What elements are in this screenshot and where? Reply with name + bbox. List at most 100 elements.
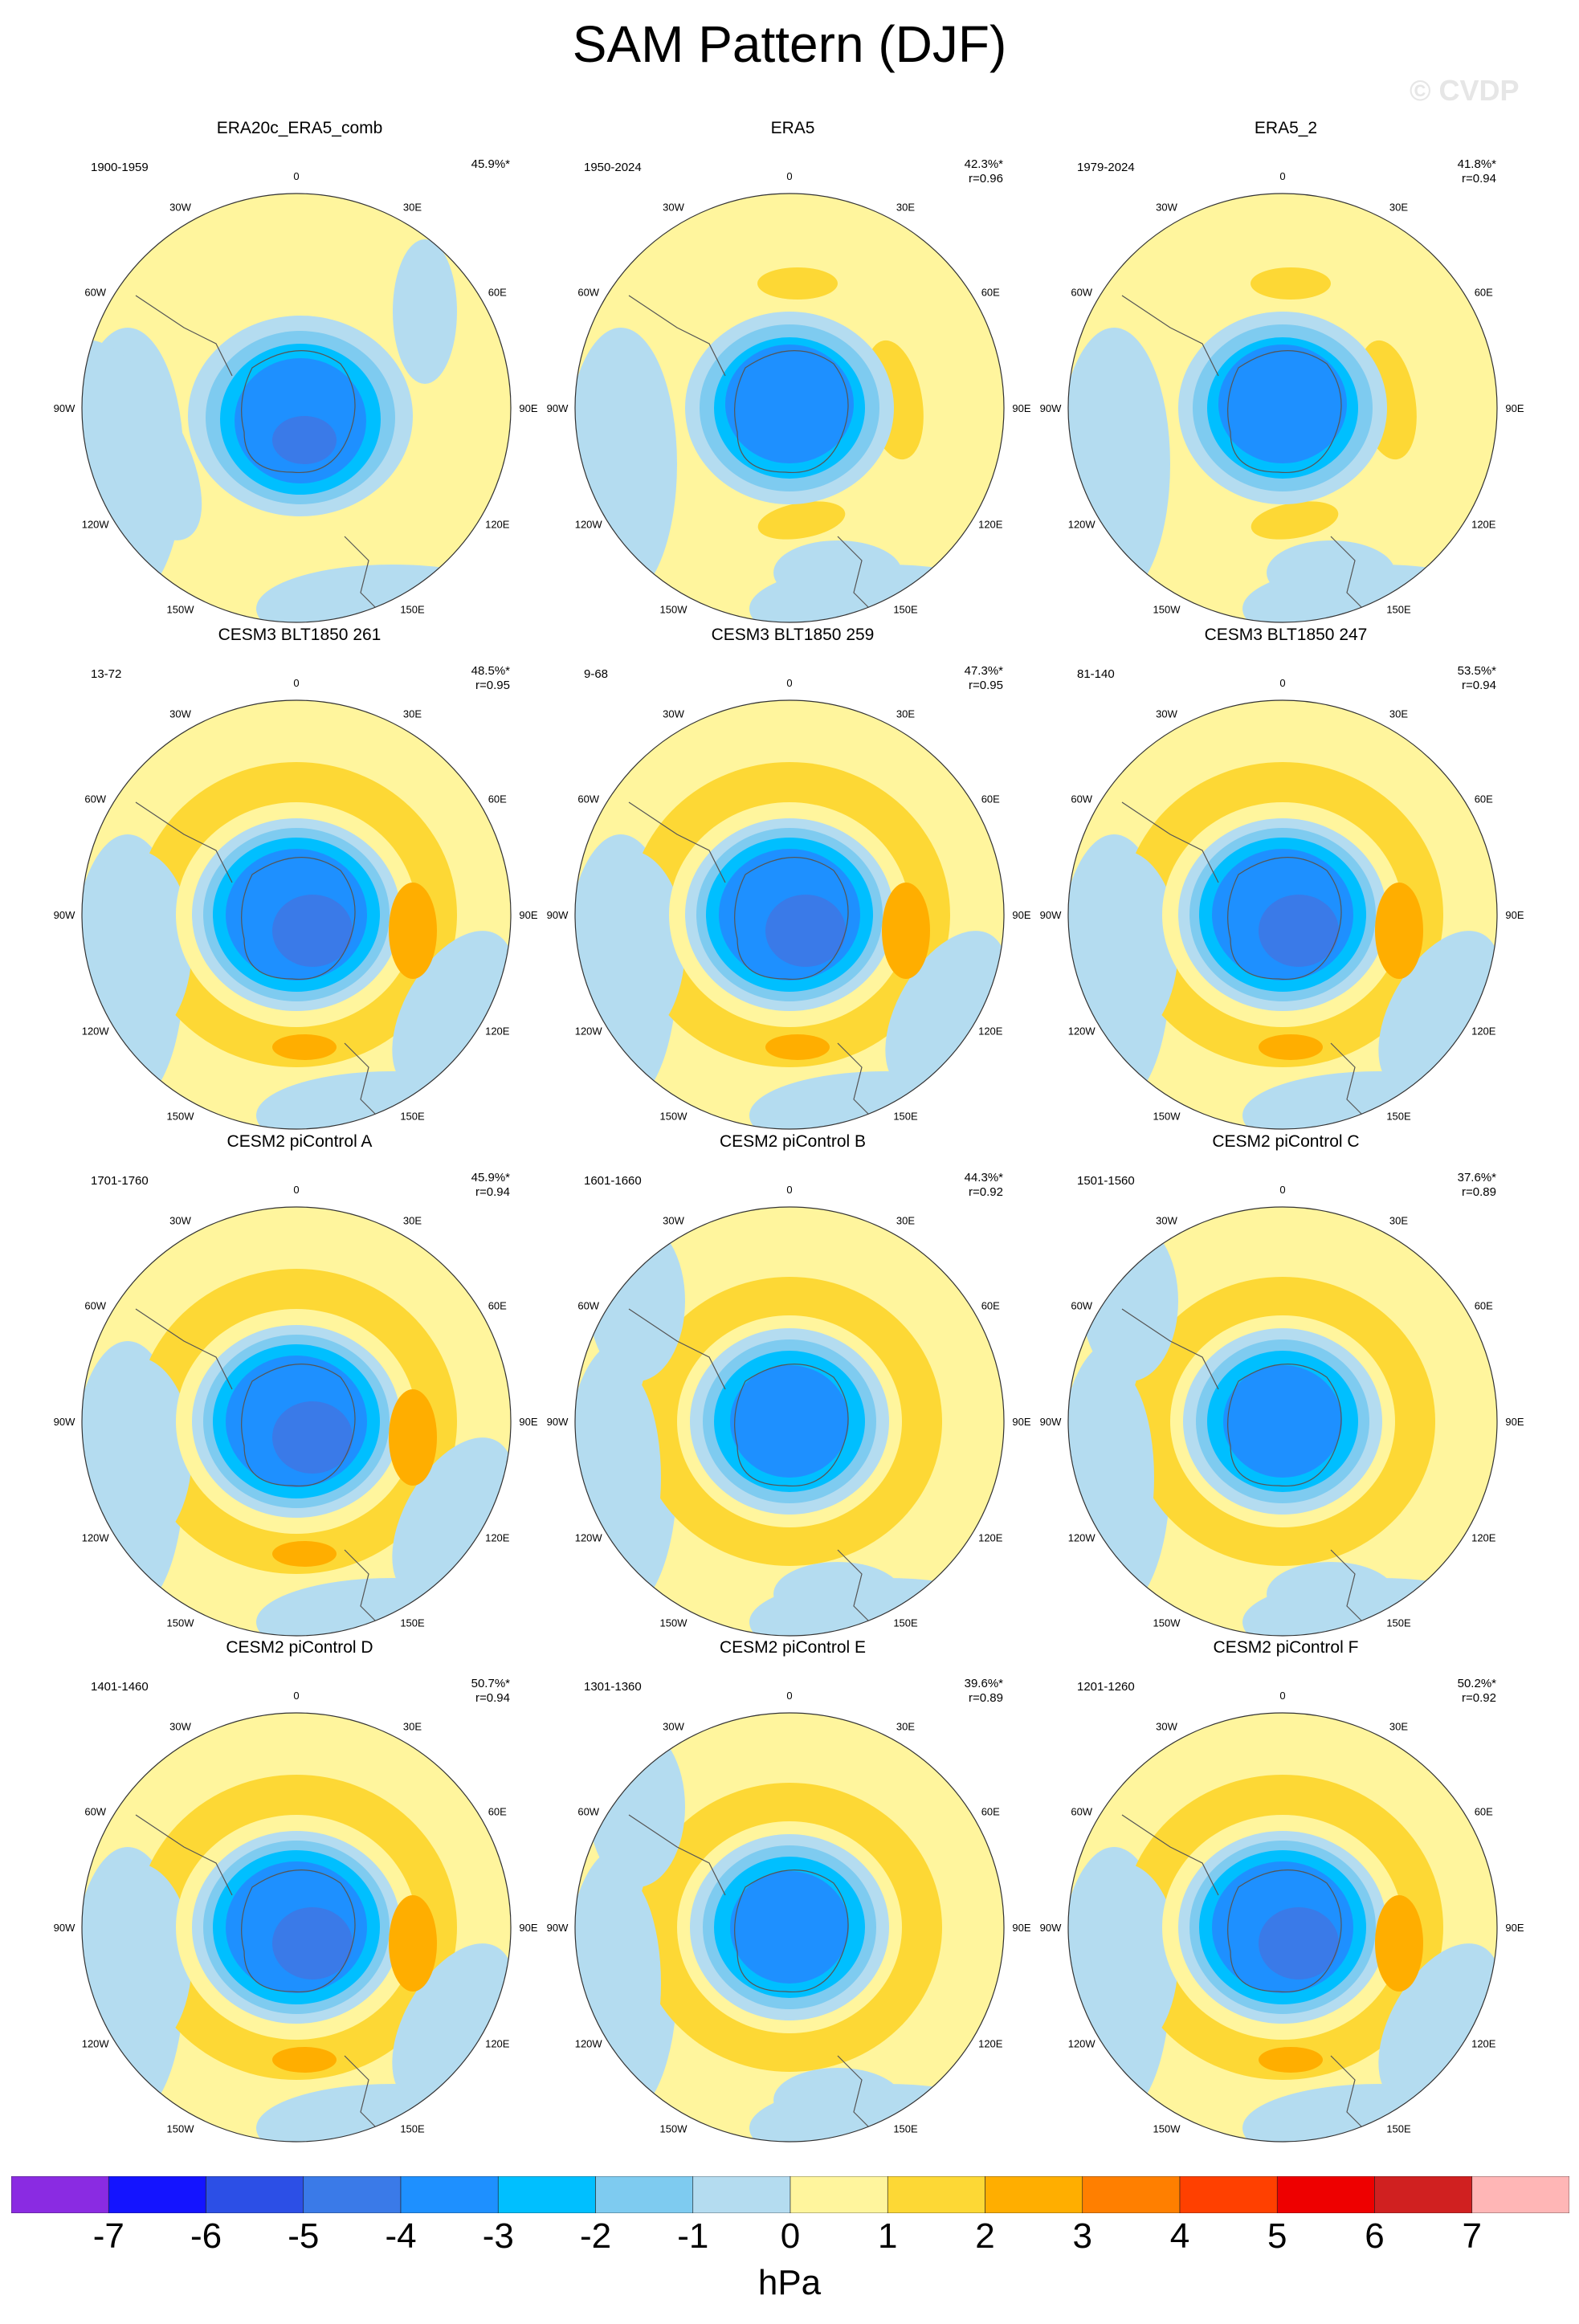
contour-region (1259, 1034, 1323, 1060)
longitude-label: 60E (1475, 1806, 1493, 1818)
longitude-label: 150W (660, 1110, 688, 1122)
years-label: 9-68 (584, 667, 609, 681)
panel-title: CESM2 piControl C (1212, 1132, 1360, 1151)
colorbar-swatch (1471, 2176, 1569, 2213)
longitude-label: 150W (660, 1617, 688, 1629)
longitude-label: 0 (1279, 170, 1285, 182)
longitude-label: 150E (1386, 1110, 1411, 1122)
contour-region (1082, 1221, 1178, 1381)
map-boundary (574, 699, 1005, 1130)
map-boundary (1067, 1206, 1498, 1637)
colorbar-swatch (206, 2176, 304, 2213)
longitude-label: 60E (981, 1300, 1000, 1312)
map-panel: CESM2 piControl B030E60E90E120E150E18015… (544, 1132, 1042, 1638)
colorbar-tick-label: -1 (677, 2216, 709, 2256)
longitude-label: 90W (54, 1922, 75, 1934)
longitude-label: 90W (547, 1416, 569, 1428)
panel-title: CESM2 piControl B (719, 1132, 867, 1151)
longitude-label: 120W (575, 1025, 603, 1038)
contour-region (1259, 2047, 1323, 2073)
contour-region (730, 1365, 849, 1478)
south-america-coastline (628, 1308, 726, 1390)
longitude-label: 150W (1153, 1617, 1181, 1629)
longitude-label: 30W (1156, 1215, 1177, 1227)
variance-label: 47.3%* r=0.95 (965, 664, 1003, 693)
longitude-label: 120E (485, 1025, 510, 1038)
longitude-label: 0 (1279, 1184, 1285, 1196)
contour-region (1068, 858, 1154, 1083)
variance-percent: 42.3%* (964, 157, 1003, 171)
colorbar-swatch (985, 2176, 1083, 2213)
longitude-label: 0 (786, 677, 792, 689)
longitude-label: 90E (1505, 1416, 1524, 1428)
map-panel: ERA5030E60E90E120E150E180150W120W90W60W3… (544, 119, 1042, 625)
years-label: 1950-2024 (584, 161, 642, 174)
panel-title: CESM3 BLT1850 247 (1204, 626, 1368, 644)
pattern-correlation: r=0.95 (969, 679, 1003, 692)
pattern-correlation: r=0.89 (969, 1691, 1003, 1705)
variance-label: 42.3%* r=0.96 (965, 157, 1003, 186)
south-america-coastline (1121, 295, 1219, 377)
colorbar-tick-label: 1 (878, 2216, 898, 2256)
longitude-label: 150E (893, 1617, 918, 1629)
contour-region (82, 858, 168, 1083)
longitude-label: 150W (1153, 2122, 1181, 2134)
contour-region (1259, 1907, 1339, 1979)
south-america-coastline (628, 295, 726, 377)
colorbar-swatch (790, 2176, 888, 2213)
variance-label: 50.7%* r=0.94 (471, 1677, 510, 1706)
longitude-label: 120W (1068, 1532, 1096, 1544)
colorbar-swatch (1082, 2176, 1181, 2213)
longitude-label: 120E (485, 2038, 510, 2050)
watermark: © CVDP (1410, 74, 1520, 107)
variance-label: 37.6%* r=0.89 (1458, 1171, 1496, 1200)
longitude-label: 90W (54, 1416, 75, 1428)
longitude-label: 150E (400, 2122, 425, 2134)
longitude-label: 60E (488, 793, 507, 805)
longitude-label: 120W (575, 2038, 603, 2050)
pattern-correlation: r=0.94 (1462, 679, 1496, 692)
contour-region (389, 883, 437, 979)
contour-region (272, 1541, 337, 1567)
polar-map: 030E60E90E120E150E180150W120W90W60W30W (547, 170, 1031, 623)
panel-title: CESM2 piControl F (1213, 1638, 1359, 1657)
colorbar-swatch (887, 2176, 985, 2213)
longitude-label: 90W (1040, 402, 1062, 414)
australia-coastline (1330, 536, 1364, 610)
longitude-label: 150E (893, 2122, 918, 2134)
contour-region (389, 1389, 437, 1486)
australia-coastline (837, 536, 871, 610)
antarctica-coastline (1227, 1869, 1342, 1993)
panel-title: CESM2 piControl D (226, 1638, 373, 1657)
contour-region (1251, 501, 1339, 540)
pattern-correlation: r=0.95 (475, 679, 510, 692)
years-label: 1701-1760 (91, 1174, 149, 1188)
map-boundary (574, 193, 1005, 623)
longitude-label: 120E (485, 519, 510, 531)
pattern-correlation: r=0.94 (475, 1691, 510, 1705)
map-boundary (574, 1712, 1005, 2143)
longitude-label: 30W (169, 202, 191, 214)
contour-region (1259, 895, 1339, 967)
longitude-label: 120W (82, 519, 110, 531)
polar-map: 030E60E90E120E150E180150W120W90W60W30W (1040, 1184, 1524, 1637)
antarctica-coastline (241, 1364, 356, 1487)
pattern-correlation: r=0.92 (969, 1185, 1003, 1199)
longitude-label: 60W (84, 1300, 106, 1312)
longitude-label: 150W (167, 2122, 195, 2134)
contour-region (272, 1401, 353, 1474)
colorbar-tick-label: -3 (482, 2216, 514, 2256)
longitude-label: 60E (488, 287, 507, 299)
contour-region (765, 895, 846, 967)
contour-region (1223, 1365, 1342, 1478)
longitude-label: 60W (84, 287, 106, 299)
panel-title: CESM3 BLT1850 261 (218, 626, 381, 644)
longitude-label: 30E (403, 708, 422, 720)
contour-region (725, 345, 854, 463)
longitude-label: 0 (786, 1690, 792, 1702)
contour-region (272, 2047, 337, 2073)
map-boundary (81, 1206, 512, 1637)
colorbar-swatch (400, 2176, 499, 2213)
pattern-correlation: r=0.94 (1462, 172, 1496, 186)
longitude-label: 30W (1156, 202, 1177, 214)
